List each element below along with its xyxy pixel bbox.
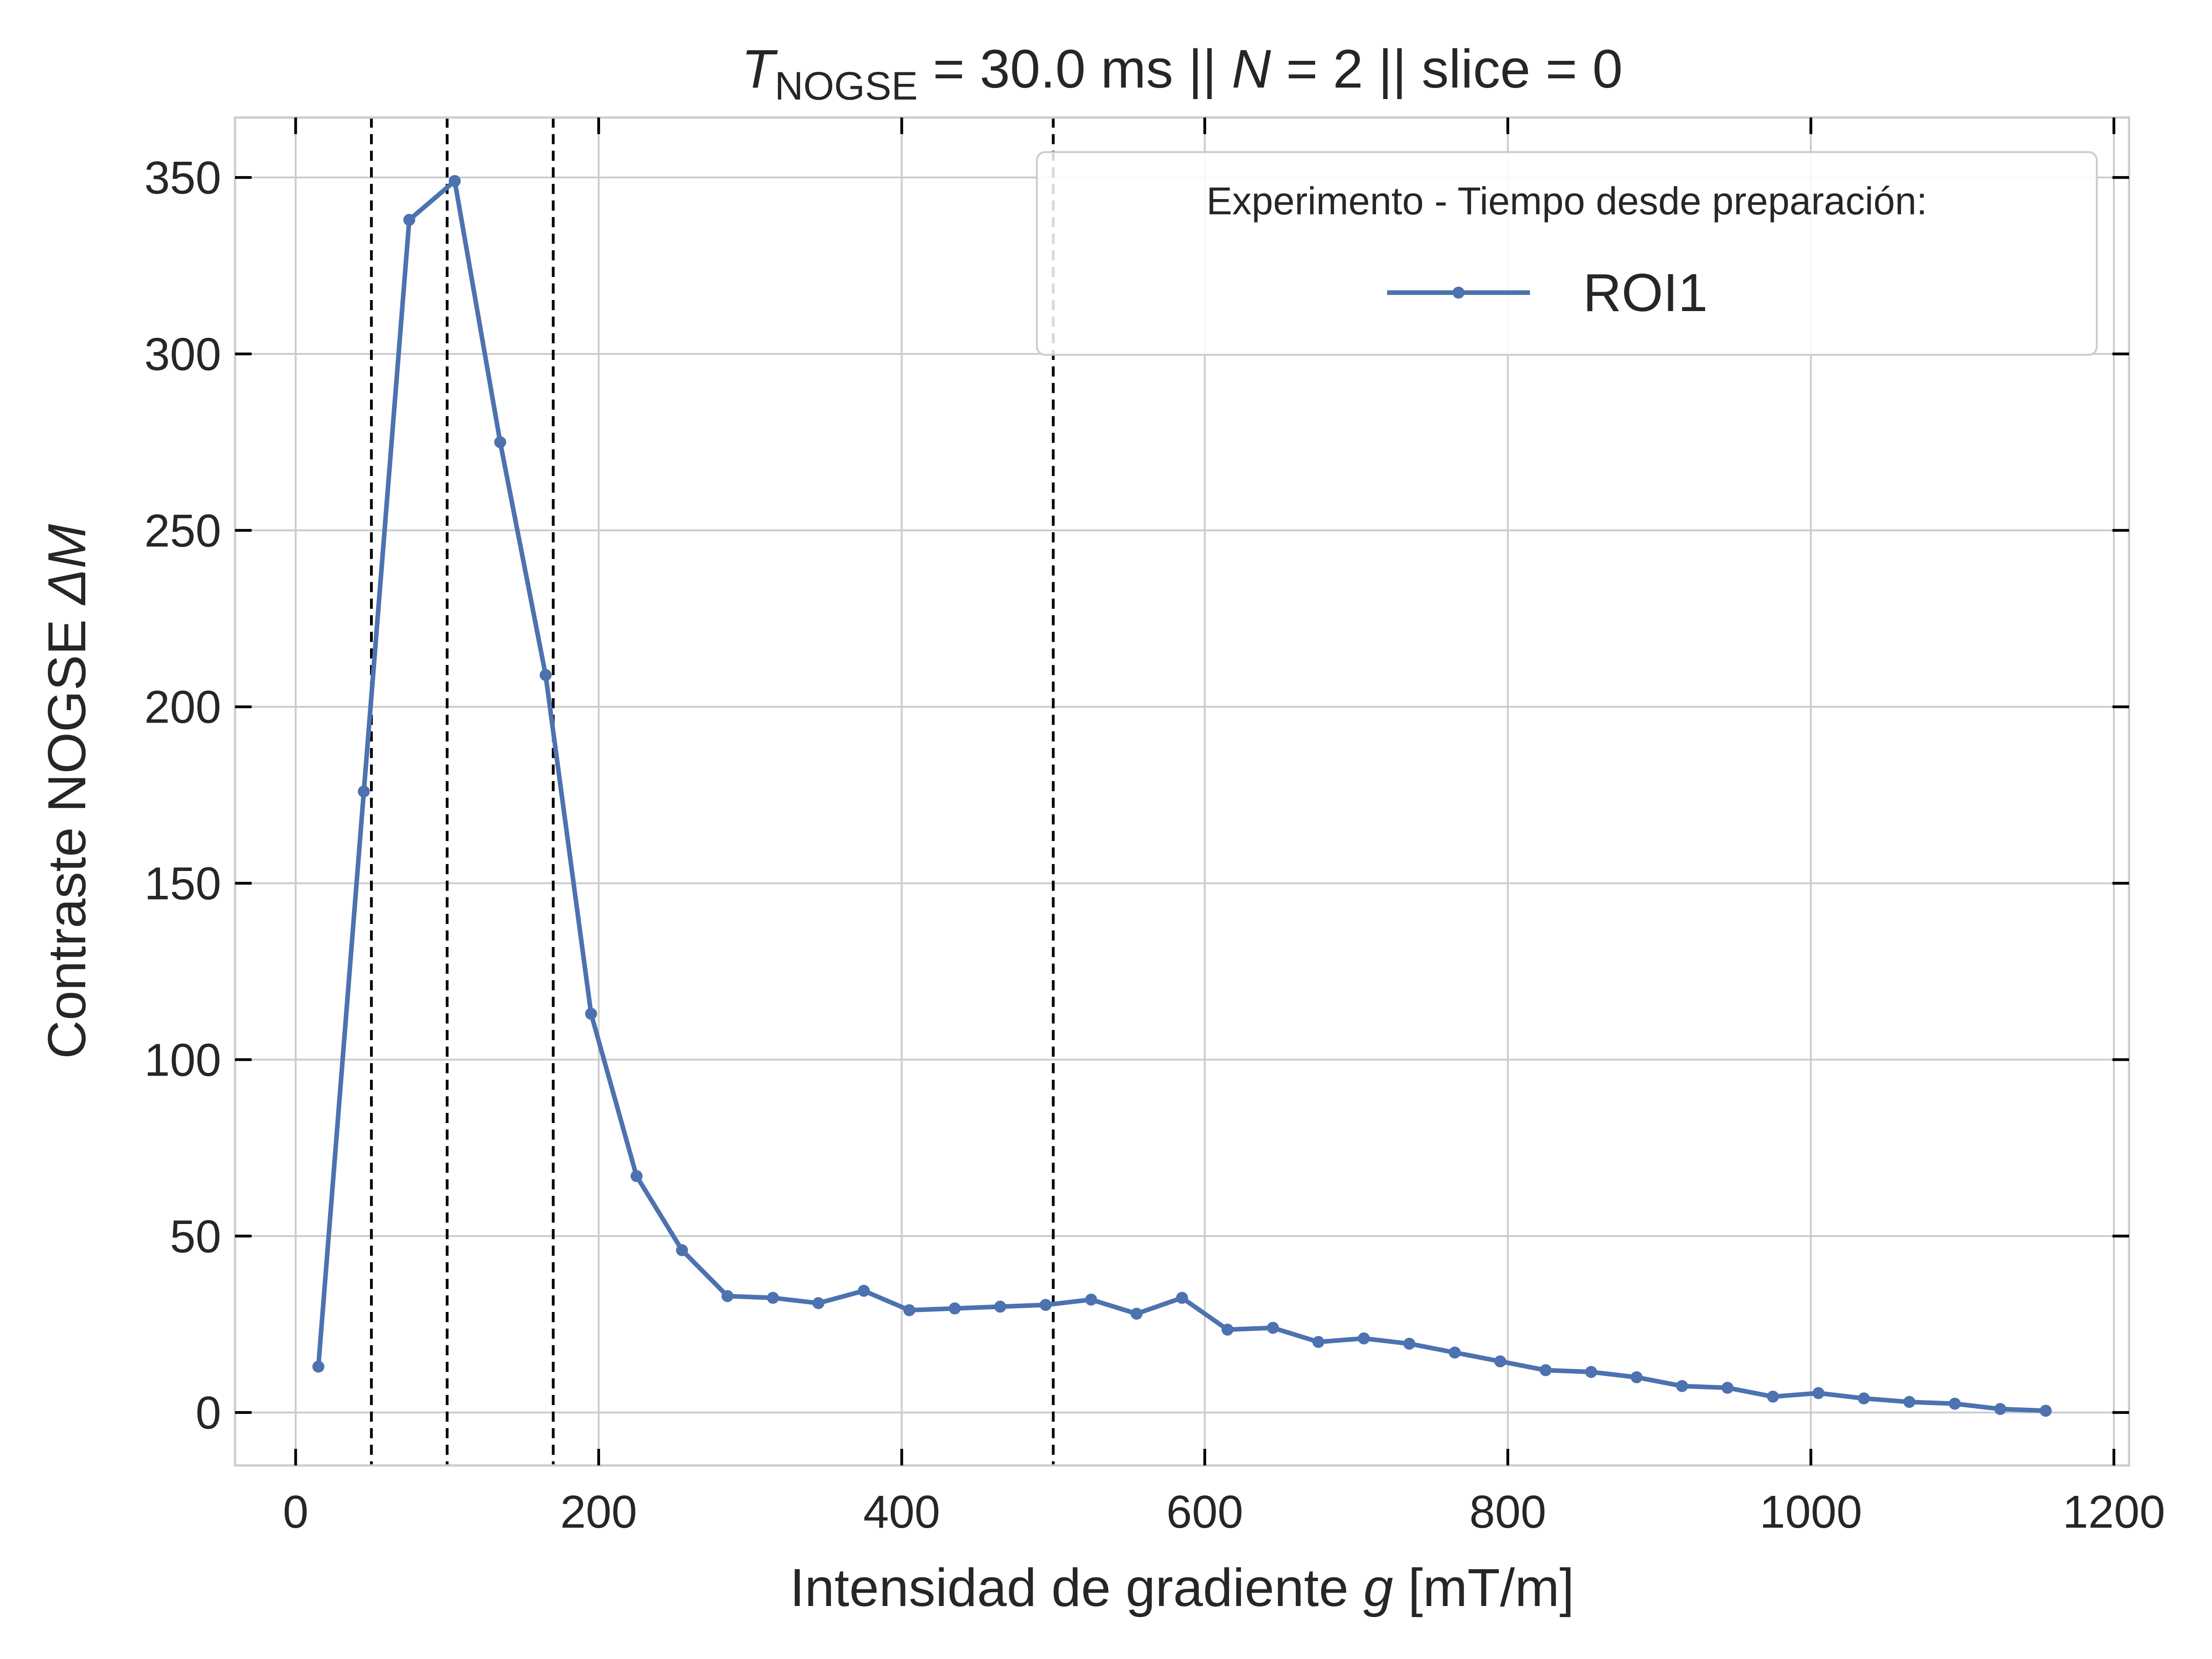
- x-axis-label: Intensidad de gradiente g [mT/m]: [790, 1558, 1574, 1618]
- data-point: [858, 1284, 870, 1297]
- y-tick-label: 100: [144, 1034, 221, 1086]
- data-point: [1903, 1396, 1916, 1408]
- data-point: [994, 1300, 1006, 1313]
- x-tick-label: 1000: [1759, 1486, 1862, 1538]
- data-point: [1721, 1382, 1734, 1394]
- data-point: [312, 1360, 324, 1373]
- plot-frame: [234, 116, 2130, 1467]
- data-point: [1676, 1380, 1688, 1392]
- chart-title: TNOGSE = 30.0 ms || N = 2 || slice = 0: [741, 39, 1623, 108]
- data-point: [494, 436, 506, 448]
- data-point: [403, 214, 416, 226]
- y-tick-label: 150: [144, 858, 221, 910]
- data-point: [1403, 1337, 1416, 1350]
- data-point: [676, 1244, 688, 1256]
- data-point: [767, 1292, 779, 1304]
- data-point: [1312, 1336, 1324, 1348]
- data-point: [1448, 1346, 1461, 1359]
- x-tick-label: 400: [863, 1486, 940, 1538]
- legend-swatch-marker: [1453, 287, 1465, 299]
- data-point: [1858, 1392, 1870, 1405]
- y-tick-label: 300: [144, 329, 221, 380]
- data-point: [1267, 1322, 1279, 1334]
- data-point: [630, 1170, 643, 1182]
- data-point: [903, 1304, 916, 1317]
- y-tick-label: 0: [195, 1387, 221, 1439]
- data-point: [1767, 1390, 1779, 1403]
- data-point: [1130, 1307, 1143, 1320]
- y-tick-label: 250: [144, 505, 221, 557]
- x-tick-label: 600: [1166, 1486, 1243, 1538]
- data-point: [358, 785, 370, 798]
- data-point: [585, 1007, 597, 1020]
- data-point: [1585, 1366, 1597, 1378]
- data-point: [1176, 1292, 1188, 1304]
- data-point: [1948, 1398, 1961, 1410]
- legend-entry-label: ROI1: [1583, 263, 1708, 323]
- x-tick-label: 1200: [2063, 1486, 2165, 1538]
- legend-box: [1036, 151, 2098, 356]
- series-group: [312, 175, 2052, 1417]
- data-point: [1812, 1387, 1824, 1400]
- x-tick-label: 0: [283, 1486, 309, 1538]
- y-axis-label: Contraste NOGSE ΔM: [37, 524, 97, 1059]
- data-point: [1040, 1299, 1052, 1311]
- data-point: [448, 175, 461, 187]
- y-tick-label: 350: [144, 152, 221, 204]
- data-point: [812, 1297, 824, 1309]
- data-point: [948, 1302, 961, 1315]
- y-tick-label: 50: [170, 1211, 221, 1262]
- y-tick-label: 200: [144, 682, 221, 733]
- data-point: [1221, 1324, 1234, 1336]
- legend-title: Experimento - Tiempo desde preparación:: [1206, 179, 1927, 223]
- x-tick-label: 800: [1469, 1486, 1546, 1538]
- x-tick-label: 200: [560, 1486, 637, 1538]
- data-point: [1085, 1294, 1097, 1306]
- data-point: [1494, 1355, 1506, 1368]
- data-point: [1358, 1332, 1370, 1345]
- axis-ticks: 0 200 400 600 800 1000 1200 0 50 100 150 200 250 300 3…: [144, 118, 2165, 1538]
- data-point: [1630, 1371, 1643, 1383]
- data-point: [2040, 1405, 2052, 1417]
- legend: Experimento - Tiempo desde preparación: …: [1036, 151, 2098, 356]
- data-point: [1540, 1364, 1552, 1377]
- data-point: [1994, 1403, 2006, 1415]
- data-point: [721, 1290, 734, 1302]
- data-point: [540, 669, 552, 681]
